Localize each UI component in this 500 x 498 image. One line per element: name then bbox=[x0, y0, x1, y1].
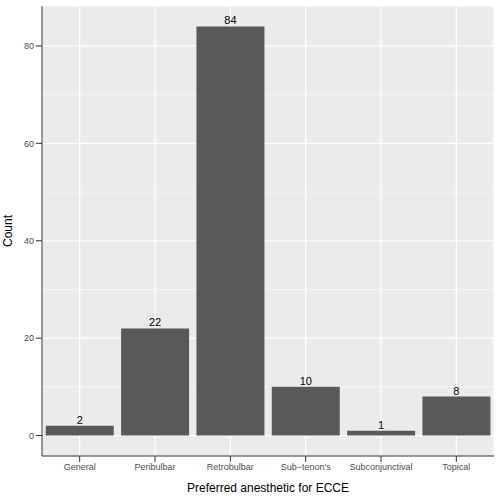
svg-text:20: 20 bbox=[24, 333, 34, 343]
svg-text:84: 84 bbox=[224, 14, 236, 26]
svg-text:Topical: Topical bbox=[442, 462, 470, 472]
svg-text:General: General bbox=[64, 462, 96, 472]
svg-text:40: 40 bbox=[24, 236, 34, 246]
svg-text:22: 22 bbox=[149, 316, 161, 328]
svg-text:Peribulbar: Peribulbar bbox=[134, 462, 175, 472]
svg-text:60: 60 bbox=[24, 139, 34, 149]
svg-text:10: 10 bbox=[300, 375, 312, 387]
svg-text:Sub−tenon's: Sub−tenon's bbox=[281, 462, 332, 472]
svg-text:Retrobulbar: Retrobulbar bbox=[207, 462, 254, 472]
svg-text:8: 8 bbox=[453, 385, 459, 397]
svg-text:0: 0 bbox=[29, 431, 34, 441]
svg-text:Count: Count bbox=[8, 214, 15, 247]
svg-text:1: 1 bbox=[378, 419, 384, 431]
svg-text:Subconjunctival: Subconjunctival bbox=[349, 462, 412, 472]
svg-text:80: 80 bbox=[24, 41, 34, 51]
svg-text:2: 2 bbox=[77, 414, 83, 426]
svg-text:Preferred anesthetic for ECCE: Preferred anesthetic for ECCE bbox=[187, 481, 349, 495]
